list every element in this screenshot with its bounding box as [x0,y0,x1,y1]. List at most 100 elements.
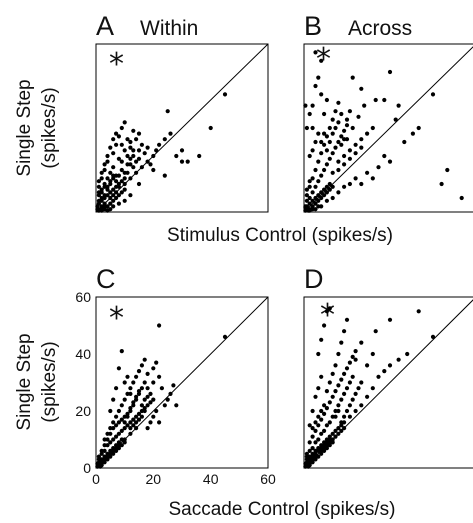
panel-a-point-117 [108,179,113,184]
panel-c-point-34 [131,417,136,422]
panel-d-point-99 [330,437,335,442]
panel-c-point-26 [108,440,113,445]
panel-d-point-122 [353,408,358,414]
panel-c-point-21 [98,464,103,469]
panel-b-point-6 [310,198,315,203]
panel-a-point-12 [108,190,113,195]
panel-c-point-56 [142,357,147,362]
panel-b-point-20 [310,190,315,195]
panel-d-point-36 [342,391,347,396]
panel-b-point-82 [324,198,329,203]
panel-d-point-95 [319,448,324,453]
panel-b-point-111 [316,131,321,136]
panel-d-point-24 [307,448,312,453]
panel-a-point-32 [134,159,139,164]
panel-b-point-108 [319,58,324,63]
panel-d-point-28 [319,431,324,436]
panel-d-point-48 [330,394,335,399]
panel-d-point-77 [353,391,358,396]
panel-d-point-98 [327,440,332,445]
panel-b-point-54 [359,137,364,142]
panel-b-point-7 [316,198,321,203]
panel-c-y-ticks: 0 20 40 60 [75,289,91,476]
panel-c-asterisk: * [109,301,124,336]
panel-a-point-48 [136,156,142,161]
panel-a-point-66 [139,165,144,170]
panel-c-point-120 [139,403,144,408]
panel-c-point-102 [105,437,110,442]
panel-c-point-15 [119,443,124,448]
panel-c-point-89 [111,448,116,453]
panel-a-point-49 [142,151,147,156]
panel-d-point-80 [365,394,370,399]
panel-a-point-45 [119,159,124,164]
panel-b-point-74 [307,179,312,184]
panel-c-point-85 [145,371,150,376]
panel-a-point-118 [111,173,116,178]
panel-b-point-79 [313,207,318,212]
panel-b-point-32 [344,123,350,128]
panel-a: A Within * [95,11,269,213]
panel-c-point-20 [95,461,100,466]
panel-c-point-35 [134,414,139,419]
panel-c-point-99 [96,454,101,459]
panel-c-point-119 [136,417,142,422]
panel-a-point-24 [111,165,116,170]
panel-b-point-121 [304,125,309,131]
panel-d-point-104 [307,460,312,465]
panel-a-point-76 [111,204,116,209]
panel-b-point-41 [330,117,335,122]
panel-c-point-64 [119,349,124,354]
panel-a-point-94 [148,162,153,167]
panel-d-point-54 [347,360,352,365]
panel-b-point-89 [365,170,370,175]
panel-d-point-70 [333,414,338,419]
panel-a-point-112 [122,170,127,175]
panel-d-point-39 [350,374,355,379]
panel-c-x-tick-40: 40 [203,471,219,487]
panel-c-point-101 [102,443,107,448]
panel-b-point-36 [316,159,321,164]
panel-d-point-126 [316,414,321,419]
panel-b-point-105 [373,97,378,103]
panel-c-point-74 [148,420,153,425]
panel-c-point-44 [108,426,113,431]
panel-a-point-79 [102,162,107,167]
panel-c-point-80 [174,403,179,408]
panel-c-point-27 [111,437,116,442]
panel-c-point-121 [142,397,147,402]
panel-c-point-83 [151,366,156,371]
panel-b-point-124 [310,148,315,153]
panel-d-point-88 [416,309,421,314]
panel-d-point-114 [324,437,329,442]
panel-a-point-110 [119,179,124,184]
panel-d-point-111 [316,446,321,451]
panel-b-point-46 [319,92,324,97]
panel-c-point-109 [125,411,130,416]
panel-a-point-34 [139,142,144,147]
row1-y-axis-units: (spikes/s) [39,87,60,168]
panel-b-point-65 [350,125,355,131]
panel-c-point-51 [128,386,133,391]
panel-d-point-19 [303,464,308,469]
panel-a-point-15 [119,190,124,195]
panel-a-point-4 [105,204,110,209]
panel-b-point-115 [327,139,332,145]
panel-d-point-62 [339,340,344,345]
panel-a-point-11 [114,195,119,201]
panel-a-point-72 [96,198,101,203]
panel-b-point-24 [322,167,327,173]
panel-d-point-93 [365,363,370,368]
panel-a-point-87 [131,128,136,133]
panel-a-plot-area [95,43,269,213]
panel-a-point-116 [105,184,110,189]
panel-d-point-34 [336,403,341,408]
panel-a-point-107 [122,198,127,203]
panel-b-point-27 [330,151,335,156]
panel-b-point-120 [342,137,347,142]
panel-a-point-108 [128,193,133,198]
panel-d-point-119 [339,423,344,428]
panel-c-point-30 [119,428,124,433]
panel-a-point-100 [222,92,228,97]
